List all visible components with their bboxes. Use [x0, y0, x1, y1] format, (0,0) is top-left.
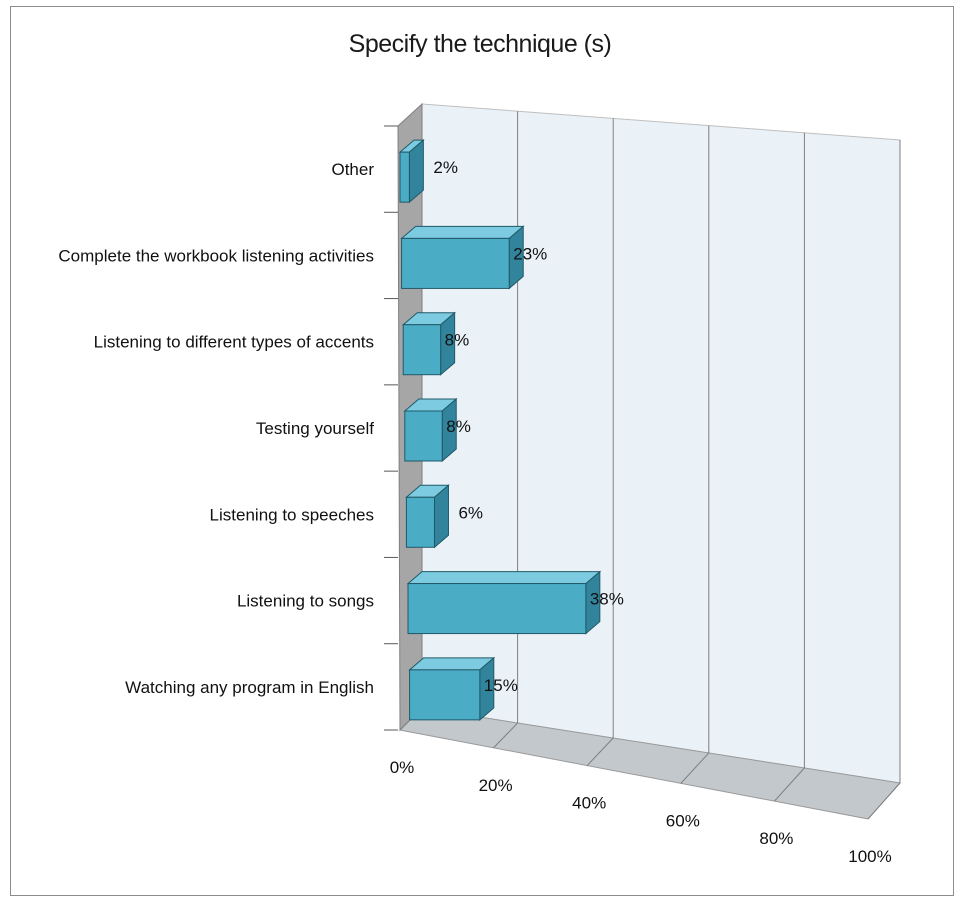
floor-gridline: [680, 752, 710, 784]
data-label: 38%: [590, 590, 624, 609]
bar: [409, 669, 481, 721]
bar: [404, 410, 443, 462]
category-label: Testing yourself: [256, 419, 374, 438]
category-label: Listening to songs: [237, 592, 374, 611]
category-label: Listening to different types of accents: [94, 333, 374, 352]
category-label: Other: [331, 160, 374, 179]
bar: [402, 324, 442, 376]
data-label: 23%: [513, 244, 547, 263]
floor-gridline: [586, 737, 614, 766]
floor-gridline: [493, 722, 518, 749]
floor-gridline: [867, 782, 901, 820]
x-tick-label: 60%: [666, 811, 700, 830]
category-label: Watching any program in English: [125, 678, 374, 697]
data-label: 15%: [484, 676, 518, 695]
data-label: 2%: [433, 158, 458, 177]
x-tick-label: 0%: [390, 758, 415, 777]
data-label: 6%: [458, 503, 483, 522]
bar-top: [400, 225, 525, 239]
chart-title: Specify the technique (s): [348, 30, 612, 58]
bar: [405, 496, 435, 548]
category-label: Listening to speeches: [210, 505, 374, 524]
x-tick-label: 20%: [479, 776, 513, 795]
bar-top: [406, 571, 602, 585]
bar: [401, 237, 510, 289]
bar: [407, 583, 587, 635]
data-label: 8%: [445, 331, 470, 350]
data-label: 8%: [446, 417, 471, 436]
bar: [399, 151, 410, 203]
category-label: Complete the workbook listening activiti…: [58, 246, 374, 265]
floor-gridline: [774, 767, 805, 802]
x-tick-label: 100%: [848, 847, 891, 866]
x-tick-label: 40%: [572, 794, 606, 813]
x-tick-label: 80%: [759, 829, 793, 848]
